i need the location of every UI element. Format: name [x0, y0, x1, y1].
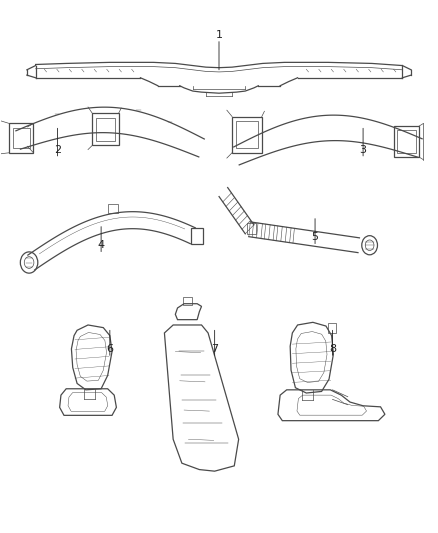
- Text: 7: 7: [211, 344, 218, 354]
- Bar: [236, 121, 258, 149]
- Text: 1: 1: [215, 30, 223, 41]
- Bar: [191, 228, 203, 244]
- Text: 3: 3: [360, 144, 367, 155]
- Bar: [92, 114, 119, 146]
- Bar: [232, 117, 262, 153]
- Text: 8: 8: [329, 344, 336, 354]
- Bar: [247, 223, 256, 233]
- Bar: [10, 124, 33, 153]
- Bar: [394, 126, 419, 157]
- Text: 5: 5: [311, 232, 318, 243]
- Text: 4: 4: [98, 240, 105, 250]
- Text: 6: 6: [106, 344, 113, 354]
- Bar: [397, 130, 416, 154]
- Bar: [96, 118, 115, 141]
- Bar: [328, 324, 336, 333]
- Bar: [183, 297, 192, 305]
- Bar: [108, 204, 118, 213]
- Text: 2: 2: [54, 144, 61, 155]
- Bar: [13, 128, 30, 149]
